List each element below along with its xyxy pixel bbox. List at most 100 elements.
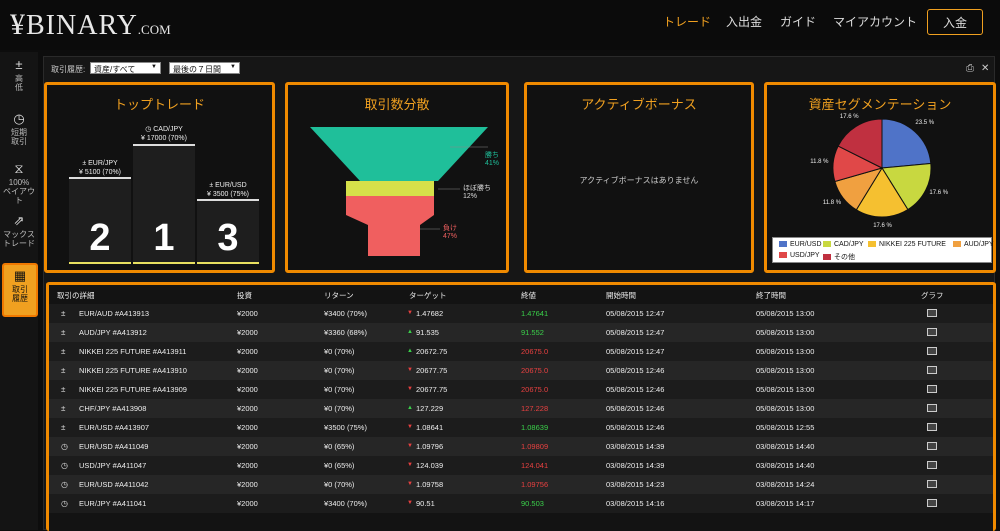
trade-close: 1.09809 [521,442,549,451]
trade-target: 91.535 [416,328,439,337]
graph-icon[interactable] [927,309,937,319]
legend-item[interactable]: NIKKEI 225 FUTURE [868,241,946,248]
trade-invest: ¥2000 [237,461,258,470]
table-row[interactable]: ± NIKKEI 225 FUTURE #A413910 ¥2000 ¥0 (70%)… [49,361,993,380]
export-excel-icon[interactable]: ✕ [981,63,990,74]
logo[interactable]: ¥BINARY.COM [10,8,171,41]
legend-item[interactable]: その他 [823,252,855,262]
pie-slice [881,162,932,211]
print-icon[interactable]: ⎙ [966,63,974,74]
trade-target: 90.51 [416,499,435,508]
period-filter-select[interactable]: 最後の７日間 ▼ [169,62,240,74]
trade-close: 124.041 [521,461,549,470]
arrow-down-icon: ▼ [407,386,413,392]
funnel-segment-near-win [346,181,434,196]
sidebar-item-100-payout[interactable]: ⧖ 100% ペイアウト [0,162,38,206]
trade-close: 1.47641 [521,309,549,318]
trade-return: ¥0 (65%) [324,442,355,451]
podium-2: 2 [69,177,131,264]
arrow-up-icon: ▲ [407,405,413,411]
legend-swatch [868,241,876,248]
sidebar-item-high-low[interactable]: ± 高 低 [0,58,38,93]
table-row[interactable]: ± NIKKEI 225 FUTURE #A413909 ¥2000 ¥0 (70%)… [49,380,993,399]
graph-icon[interactable] [927,404,937,414]
deposit-button[interactable]: 入金 [927,9,983,35]
trade-end-time: 05/08/2015 13:00 [756,309,815,318]
trade-close: 20675.0 [521,366,549,375]
rank-number: 2 [89,217,111,259]
trade-detail: NIKKEI 225 FUTURE #A413911 [79,347,187,356]
trade-start-time: 05/08/2015 12:47 [606,328,665,337]
active-bonus-title: アクティブボーナス [581,97,697,112]
trade-start-time: 03/08/2015 14:39 [606,442,665,451]
graph-icon[interactable] [927,328,937,338]
trade-type-icon: ◷ [61,499,68,508]
trade-end-time: 05/08/2015 13:00 [756,366,815,375]
col-return: リターン [324,291,354,300]
legend-item[interactable]: EUR/USD [779,241,822,248]
trade-detail: EUR/USD #A413907 [79,423,150,432]
funnel-segment-win [310,127,488,181]
sidebar-item-label: 取引 履歴 [12,285,28,303]
trade-target: 1.08641 [416,423,444,432]
graph-icon[interactable] [927,347,937,357]
nav-my-account[interactable]: マイアカウント [833,15,918,29]
graph-icon[interactable] [927,461,937,471]
legend-item[interactable]: CAD/JPY [823,241,864,248]
legend-item[interactable]: USD/JPY [779,252,820,259]
graph-icon[interactable] [927,366,937,376]
asset-filter-select[interactable]: 資産/すべて ▼ [90,62,161,74]
trade-target: 20672.75 [416,347,448,356]
trade-return: ¥3400 (70%) [324,499,367,508]
pie-slice [881,118,932,169]
trade-type-icon: ± [61,404,66,413]
graph-icon[interactable] [927,499,937,509]
trade-return: ¥0 (65%) [324,461,355,470]
trade-detail: NIKKEI 225 FUTURE #A413909 [79,385,187,394]
trade-detail: USD/JPY #A411047 [79,461,147,470]
sidebar-item-trade-history[interactable]: ▦ 取引 履歴 [2,263,38,317]
col-close: 終値 [521,291,536,300]
trade-close: 127.228 [521,404,549,413]
nav-guide[interactable]: ガイド [780,15,817,29]
filter-bar: 取引履歴: 資産/すべて ▼ 最後の７日間 ▼ ⎙ ✕ [44,57,994,79]
distribution-title: 取引数分散 [364,97,430,112]
graph-icon[interactable] [927,442,937,452]
graph-icon[interactable] [927,480,937,490]
table-row[interactable]: ± CHF/JPY #A413908 ¥2000 ¥0 (70%) ▲ 127.229 12… [49,399,993,418]
table-row[interactable]: ± AUD/JPY #A413912 ¥2000 ¥3360 (68%) ▲ 91.535… [49,323,993,342]
table-row[interactable]: ◷ EUR/USD #A411049 ¥2000 ¥0 (65%) ▼ 1.09796 1.… [49,437,993,456]
arrow-down-icon: ▼ [407,500,413,506]
trade-close: 20675.0 [521,347,549,356]
nav-deposit-withdraw[interactable]: 入出金 [726,15,763,29]
trade-close: 1.09756 [521,480,549,489]
sidebar: ± 高 低 ◷ 短期 取引 ⧖ 100% ペイアウト ⇗ マックス トレード ▦… [0,52,38,530]
trade-type-icon: ± [61,328,66,337]
sidebar-item-label: 100% ペイアウト [3,178,35,205]
table-row[interactable]: ± EUR/AUD #A413913 ¥2000 ¥3400 (70%) ▼ 1.4768… [49,304,993,323]
table-row[interactable]: ◷ USD/JPY #A411047 ¥2000 ¥0 (65%) ▼ 124.039 12… [49,456,993,475]
trade-target: 1.09758 [416,480,444,489]
sidebar-item-short-term[interactable]: ◷ 短期 取引 [0,112,38,147]
graph-icon[interactable] [927,423,937,433]
col-start-time: 開始時間 [606,291,636,300]
trade-end-time: 05/08/2015 13:00 [756,328,815,337]
top-bar: ¥BINARY.COM トレード 入出金 ガイド マイアカウント 入金 [0,0,1000,50]
pie-slice-label: 11.8 % [810,158,829,165]
trade-invest: ¥2000 [237,423,258,432]
trade-start-time: 05/08/2015 12:47 [606,347,665,356]
legend-item[interactable]: AUD/JPY [953,241,994,248]
graph-icon[interactable] [927,385,937,395]
trade-invest: ¥2000 [237,366,258,375]
table-row[interactable]: ± NIKKEI 225 FUTURE #A413911 ¥2000 ¥0 (70%)… [49,342,993,361]
arrow-down-icon: ▼ [407,481,413,487]
calendar-icon: ▦ [13,268,27,283]
table-row[interactable]: ± EUR/USD #A413907 ¥2000 ¥3500 (75%) ▼ 1.0864… [49,418,993,437]
trade-type-icon: ◷ [61,442,68,451]
nav-trade[interactable]: トレード [663,15,712,29]
sidebar-item-label: 短期 取引 [11,128,27,146]
sidebar-item-max-trade[interactable]: ⇗ マックス トレード [0,214,38,249]
trade-detail: EUR/AUD #A413913 [79,309,150,318]
table-row[interactable]: ◷ EUR/USD #A411042 ¥2000 ¥0 (70%) ▼ 1.09758 1.… [49,475,993,494]
table-row[interactable]: ◷ EUR/JPY #A411041 ¥2000 ¥3400 (70%) ▼ 90.51 9… [49,494,993,513]
